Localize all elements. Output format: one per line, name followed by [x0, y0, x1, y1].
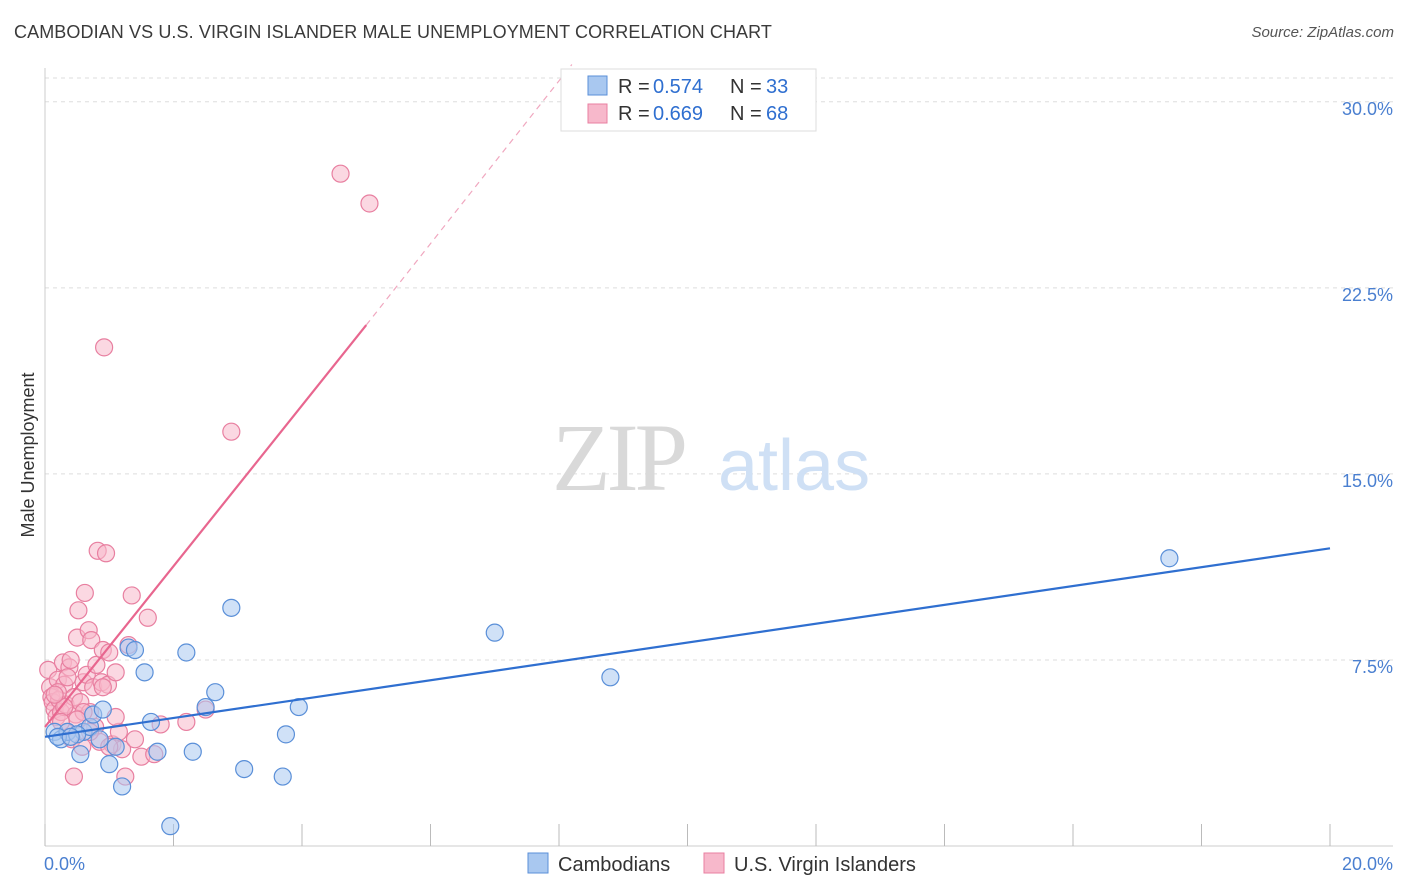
cambodians-point-25 [485, 623, 504, 642]
virgin-islanders-point-19 [69, 601, 88, 620]
cambodians-point-21 [235, 759, 254, 779]
cambodians-point-15 [161, 817, 180, 836]
cambodians-point-12 [135, 663, 154, 682]
trend-line-cambodians [44, 547, 1331, 738]
virgin-islanders-point-61 [45, 685, 64, 704]
cambodians-point-30 [106, 737, 125, 756]
legend-n-value-2: 68 [766, 103, 788, 125]
virgin-islanders-point-35 [95, 338, 114, 357]
correlation-legend: R = 0.574 N = 33 R = 0.669 N = 68 [560, 68, 817, 132]
virgin-islanders-point-48 [138, 608, 157, 627]
trend-lines [44, 64, 1331, 738]
cambodians-point-11 [125, 640, 145, 660]
virgin-islanders-point-65 [93, 678, 112, 697]
legend-label-virgin-islanders: U.S. Virgin Islanders [734, 854, 916, 876]
cambodians-point-8 [100, 755, 119, 774]
virgin-islanders-point-54 [331, 164, 350, 183]
axes [44, 68, 1393, 847]
watermark-zip: ZIP [552, 404, 685, 511]
virgin-islanders-point-27 [82, 630, 101, 650]
y-axis-title: Male Unemployment [18, 372, 38, 537]
trend-line-virgin-islanders [44, 324, 368, 728]
cambodians-point-18 [196, 697, 215, 717]
cambodians-point-20 [222, 598, 241, 617]
y-tick-labels: 7.5% 15.0% 22.5% 30.0% [1342, 99, 1393, 677]
cambodians-point-23 [276, 725, 296, 744]
cambodians-point-17 [183, 742, 202, 761]
legend-r-label-1: R = [618, 76, 650, 98]
series-legend: Cambodians U.S. Virgin Islanders [527, 852, 916, 876]
legend-r-label-2: R = [618, 103, 650, 125]
virgin-islanders-point-36 [96, 544, 116, 563]
legend-swatch-virgin-islanders [703, 852, 725, 874]
cambodians-point-22 [273, 767, 292, 786]
legend-label-cambodians: Cambodians [558, 854, 670, 876]
virgin-islanders-point-56 [64, 767, 84, 786]
series-cambodians-points [45, 549, 1179, 836]
y-tick-label-2: 22.5% [1342, 285, 1393, 305]
virgin-islanders-point-38 [100, 643, 119, 662]
cambodians-point-27 [1160, 549, 1179, 568]
x-tick-label-min: 0.0% [44, 854, 85, 874]
legend-swatch-blue [587, 75, 608, 96]
cambodians-point-31 [93, 700, 112, 719]
legend-n-label-2: N = [730, 103, 762, 125]
y-tick-label-0: 7.5% [1352, 657, 1393, 677]
y-tick-label-3: 30.0% [1342, 99, 1393, 119]
virgin-islanders-point-46 [125, 730, 145, 749]
cambodians-point-26 [601, 668, 620, 687]
cambodians-point-9 [112, 777, 132, 796]
cambodians-point-14 [148, 742, 167, 761]
legend-swatch-pink [587, 103, 608, 124]
cambodians-point-19 [206, 683, 225, 702]
y-tick-label-1: 15.0% [1342, 471, 1393, 491]
watermark-atlas: atlas [718, 426, 870, 506]
cambodians-point-16 [177, 643, 196, 662]
legend-n-value-1: 33 [766, 76, 788, 98]
trend-line-virgin-islanders-extension [365, 64, 573, 326]
legend-n-label-1: N = [730, 76, 762, 98]
virgin-islanders-point-45 [122, 586, 141, 605]
legend-swatch-cambodians [527, 852, 549, 874]
cambodians-point-7 [90, 730, 109, 749]
watermark: ZIP atlas [552, 404, 870, 511]
virgin-islanders-point-55 [360, 194, 379, 213]
virgin-islanders-point-40 [106, 663, 125, 682]
source-label: Source: ZipAtlas.com [1251, 24, 1394, 41]
grid-lines [45, 77, 1393, 661]
cambodians-point-32 [61, 727, 80, 746]
legend-r-value-1: 0.574 [653, 76, 703, 98]
virgin-islanders-point-53 [222, 422, 241, 441]
x-tick-labels: 0.0% 20.0% [44, 854, 1393, 874]
virgin-islanders-point-62 [58, 668, 77, 687]
legend-r-value-2: 0.669 [653, 103, 703, 125]
virgin-islanders-point-23 [75, 583, 94, 603]
x-tick-label-max: 20.0% [1342, 854, 1393, 874]
virgin-islanders-point-14 [61, 650, 80, 670]
cambodians-point-3 [71, 745, 90, 764]
chart-title: CAMBODIAN VS U.S. VIRGIN ISLANDER MALE U… [14, 22, 773, 42]
